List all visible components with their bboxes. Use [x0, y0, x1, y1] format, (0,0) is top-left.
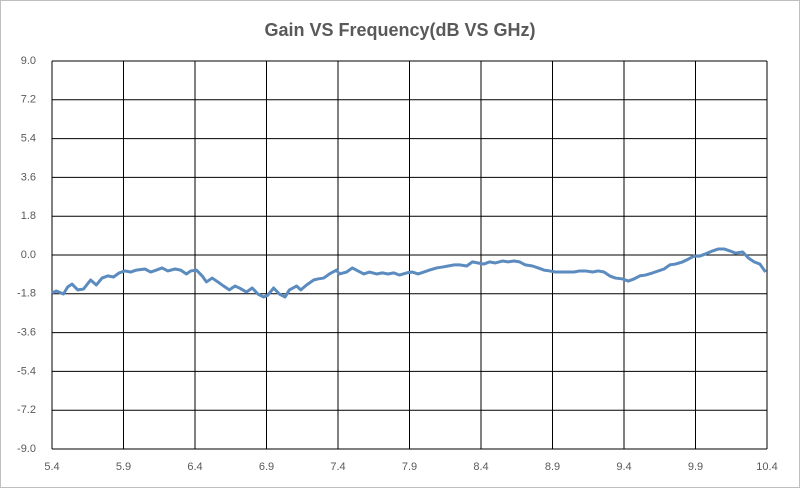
data-line [51, 247, 767, 299]
x-tick-label: 5.4 [44, 461, 59, 473]
x-tick-label: 6.4 [187, 461, 202, 473]
x-tick-label: 7.9 [402, 461, 417, 473]
y-tick-label: 9.0 [21, 55, 36, 67]
y-tick-label: 3.6 [21, 171, 36, 183]
x-tick-label: 6.9 [259, 461, 274, 473]
y-tick-label: -1.8 [17, 288, 36, 300]
y-tick-label: -9.0 [17, 443, 36, 455]
y-tick-label: -3.6 [17, 327, 36, 339]
x-tick-label: 9.4 [616, 461, 631, 473]
y-tick-label: 0.0 [21, 249, 36, 261]
x-tick-label: 10.4 [756, 461, 777, 473]
x-tick-label: 8.4 [473, 461, 488, 473]
y-tick-label: -7.2 [17, 404, 36, 416]
x-tick-label: 9.9 [688, 461, 703, 473]
y-tick-label: -5.4 [17, 365, 36, 377]
y-tick-label: 7.2 [21, 94, 36, 106]
chart-title: Gain VS Frequency(dB VS GHz) [264, 20, 535, 40]
x-tick-label: 7.4 [330, 461, 345, 473]
y-tick-label: 1.8 [21, 210, 36, 222]
y-tick-label: 5.4 [21, 133, 36, 145]
x-tick-label: 8.9 [545, 461, 560, 473]
x-tick-label: 5.9 [116, 461, 131, 473]
